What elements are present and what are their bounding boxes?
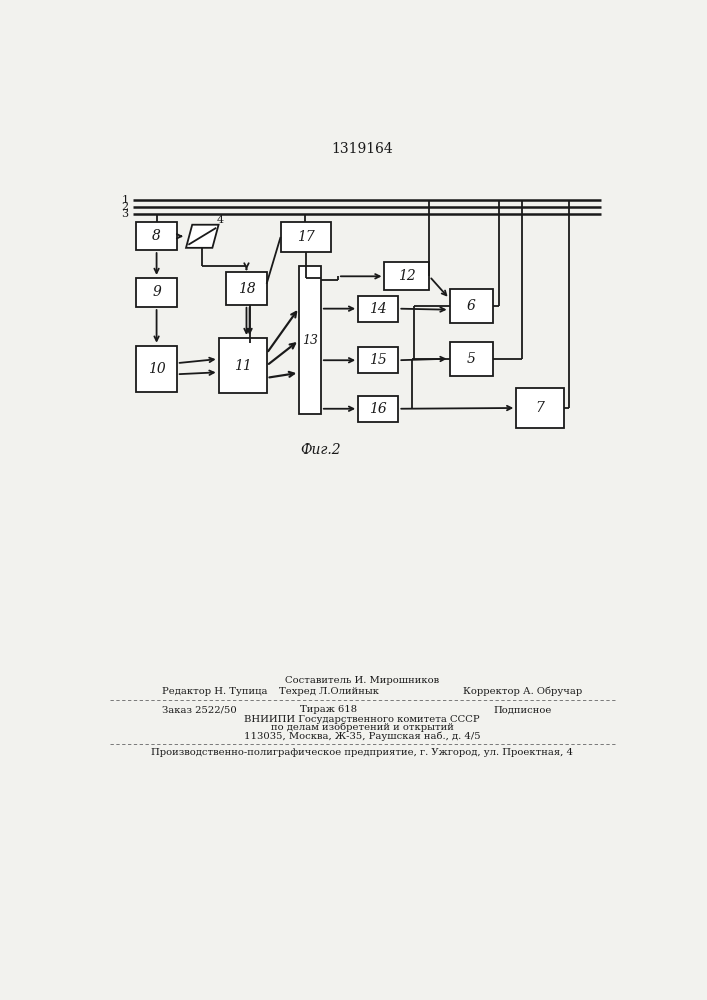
Text: 9: 9 bbox=[152, 285, 161, 299]
Text: 8: 8 bbox=[152, 229, 161, 243]
Bar bbox=[218, 338, 267, 393]
Text: Тираж 618: Тираж 618 bbox=[300, 705, 357, 714]
Bar bbox=[136, 346, 177, 392]
Bar bbox=[450, 289, 493, 323]
Text: Фиг.2: Фиг.2 bbox=[300, 443, 341, 457]
Text: 113035, Москва, Ж-35, Раушская наб., д. 4/5: 113035, Москва, Ж-35, Раушская наб., д. … bbox=[244, 731, 480, 741]
Text: 13: 13 bbox=[302, 334, 318, 347]
Bar bbox=[299, 266, 321, 414]
Text: 17: 17 bbox=[297, 230, 315, 244]
Text: 10: 10 bbox=[148, 362, 165, 376]
Text: Производственно-полиграфическое предприятие, г. Ужгород, ул. Проектная, 4: Производственно-полиграфическое предприя… bbox=[151, 748, 573, 757]
Text: 1319164: 1319164 bbox=[331, 142, 393, 156]
Bar bbox=[358, 296, 398, 322]
Bar bbox=[281, 222, 331, 252]
Bar bbox=[358, 396, 398, 422]
Text: 18: 18 bbox=[238, 282, 255, 296]
Polygon shape bbox=[186, 225, 218, 248]
Text: 14: 14 bbox=[369, 302, 387, 316]
Text: 16: 16 bbox=[369, 402, 387, 416]
Text: Редактор Н. Тупица: Редактор Н. Тупица bbox=[162, 687, 267, 696]
Text: 1: 1 bbox=[122, 195, 129, 205]
Text: Подписное: Подписное bbox=[493, 705, 551, 714]
Text: 11: 11 bbox=[234, 359, 252, 373]
Text: 15: 15 bbox=[369, 353, 387, 367]
Bar bbox=[516, 388, 564, 428]
Bar bbox=[450, 342, 493, 376]
Text: Составитель И. Мирошников: Составитель И. Мирошников bbox=[285, 676, 439, 685]
Bar bbox=[136, 222, 177, 250]
Text: 3: 3 bbox=[122, 209, 129, 219]
Text: ВНИИПИ Государственного комитета СССР: ВНИИПИ Государственного комитета СССР bbox=[244, 715, 480, 724]
Bar bbox=[358, 347, 398, 373]
Text: 2: 2 bbox=[122, 202, 129, 212]
Text: по делам изобретений и открытий: по делам изобретений и открытий bbox=[271, 723, 453, 732]
Bar bbox=[385, 262, 429, 290]
Bar bbox=[136, 278, 177, 307]
Text: Заказ 2522/50: Заказ 2522/50 bbox=[162, 705, 237, 714]
Text: Корректор А. Обручар: Корректор А. Обручар bbox=[463, 687, 582, 696]
Text: Техред Л.Олийнык: Техред Л.Олийнык bbox=[279, 687, 379, 696]
Text: 6: 6 bbox=[467, 299, 476, 313]
Text: 12: 12 bbox=[398, 269, 416, 283]
Bar bbox=[226, 272, 267, 305]
Text: 4: 4 bbox=[217, 215, 224, 225]
Text: 7: 7 bbox=[536, 401, 544, 415]
Text: 5: 5 bbox=[467, 352, 476, 366]
